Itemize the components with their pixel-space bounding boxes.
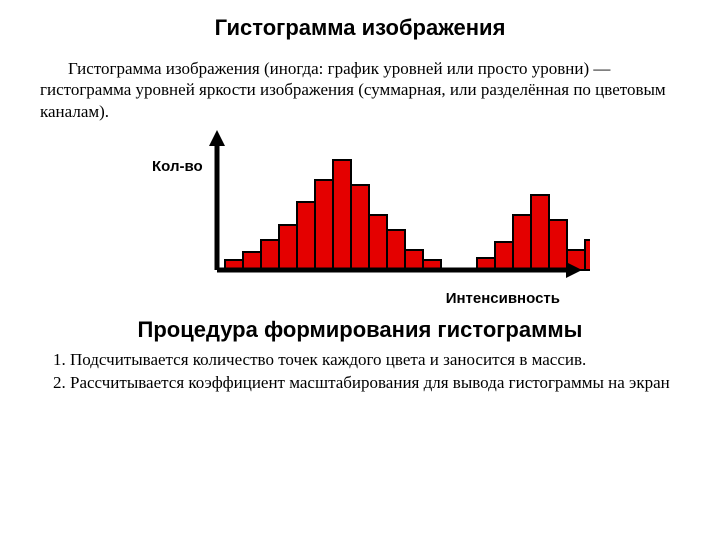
steps-list: Подсчитывается количество точек каждого … [40,349,680,394]
page-title: Гистограмма изображения [40,15,680,41]
step-item: Подсчитывается количество точек каждого … [70,349,680,370]
y-axis-label: Кол-во [152,158,203,175]
x-axis-label: Интенсивность [446,290,560,307]
step-item: Рассчитывается коэффициент масштабирован… [70,372,680,393]
intro-paragraph: Гистограмма изображения (иногда: график … [40,58,680,122]
subheading: Процедура формирования гистограммы [40,317,680,343]
chart-svg [150,130,590,290]
histogram-chart: Кол-во Интенсивность [150,130,570,305]
